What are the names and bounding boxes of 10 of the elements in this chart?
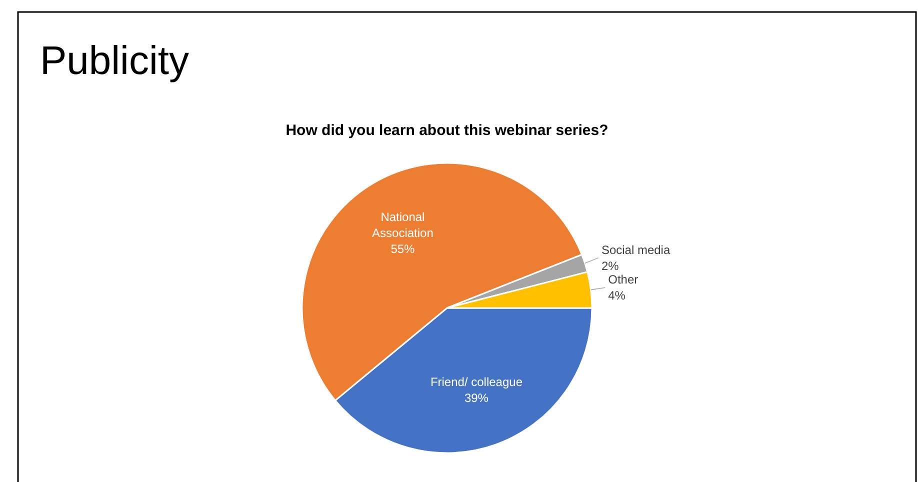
slice-label: Other xyxy=(608,272,638,287)
chart-title: Publicity xyxy=(40,39,189,83)
slice-label: Friend/ colleague xyxy=(430,374,523,389)
slice-label: National Association xyxy=(372,210,434,240)
data-label: 4% xyxy=(608,288,626,303)
slice-label: Social media xyxy=(601,242,670,257)
data-label: 55% xyxy=(390,242,416,256)
data-label: 39% xyxy=(464,390,489,405)
chart-subtitle: How did you learn about this webinar series? xyxy=(286,122,608,139)
data-label: 2% xyxy=(601,258,620,273)
